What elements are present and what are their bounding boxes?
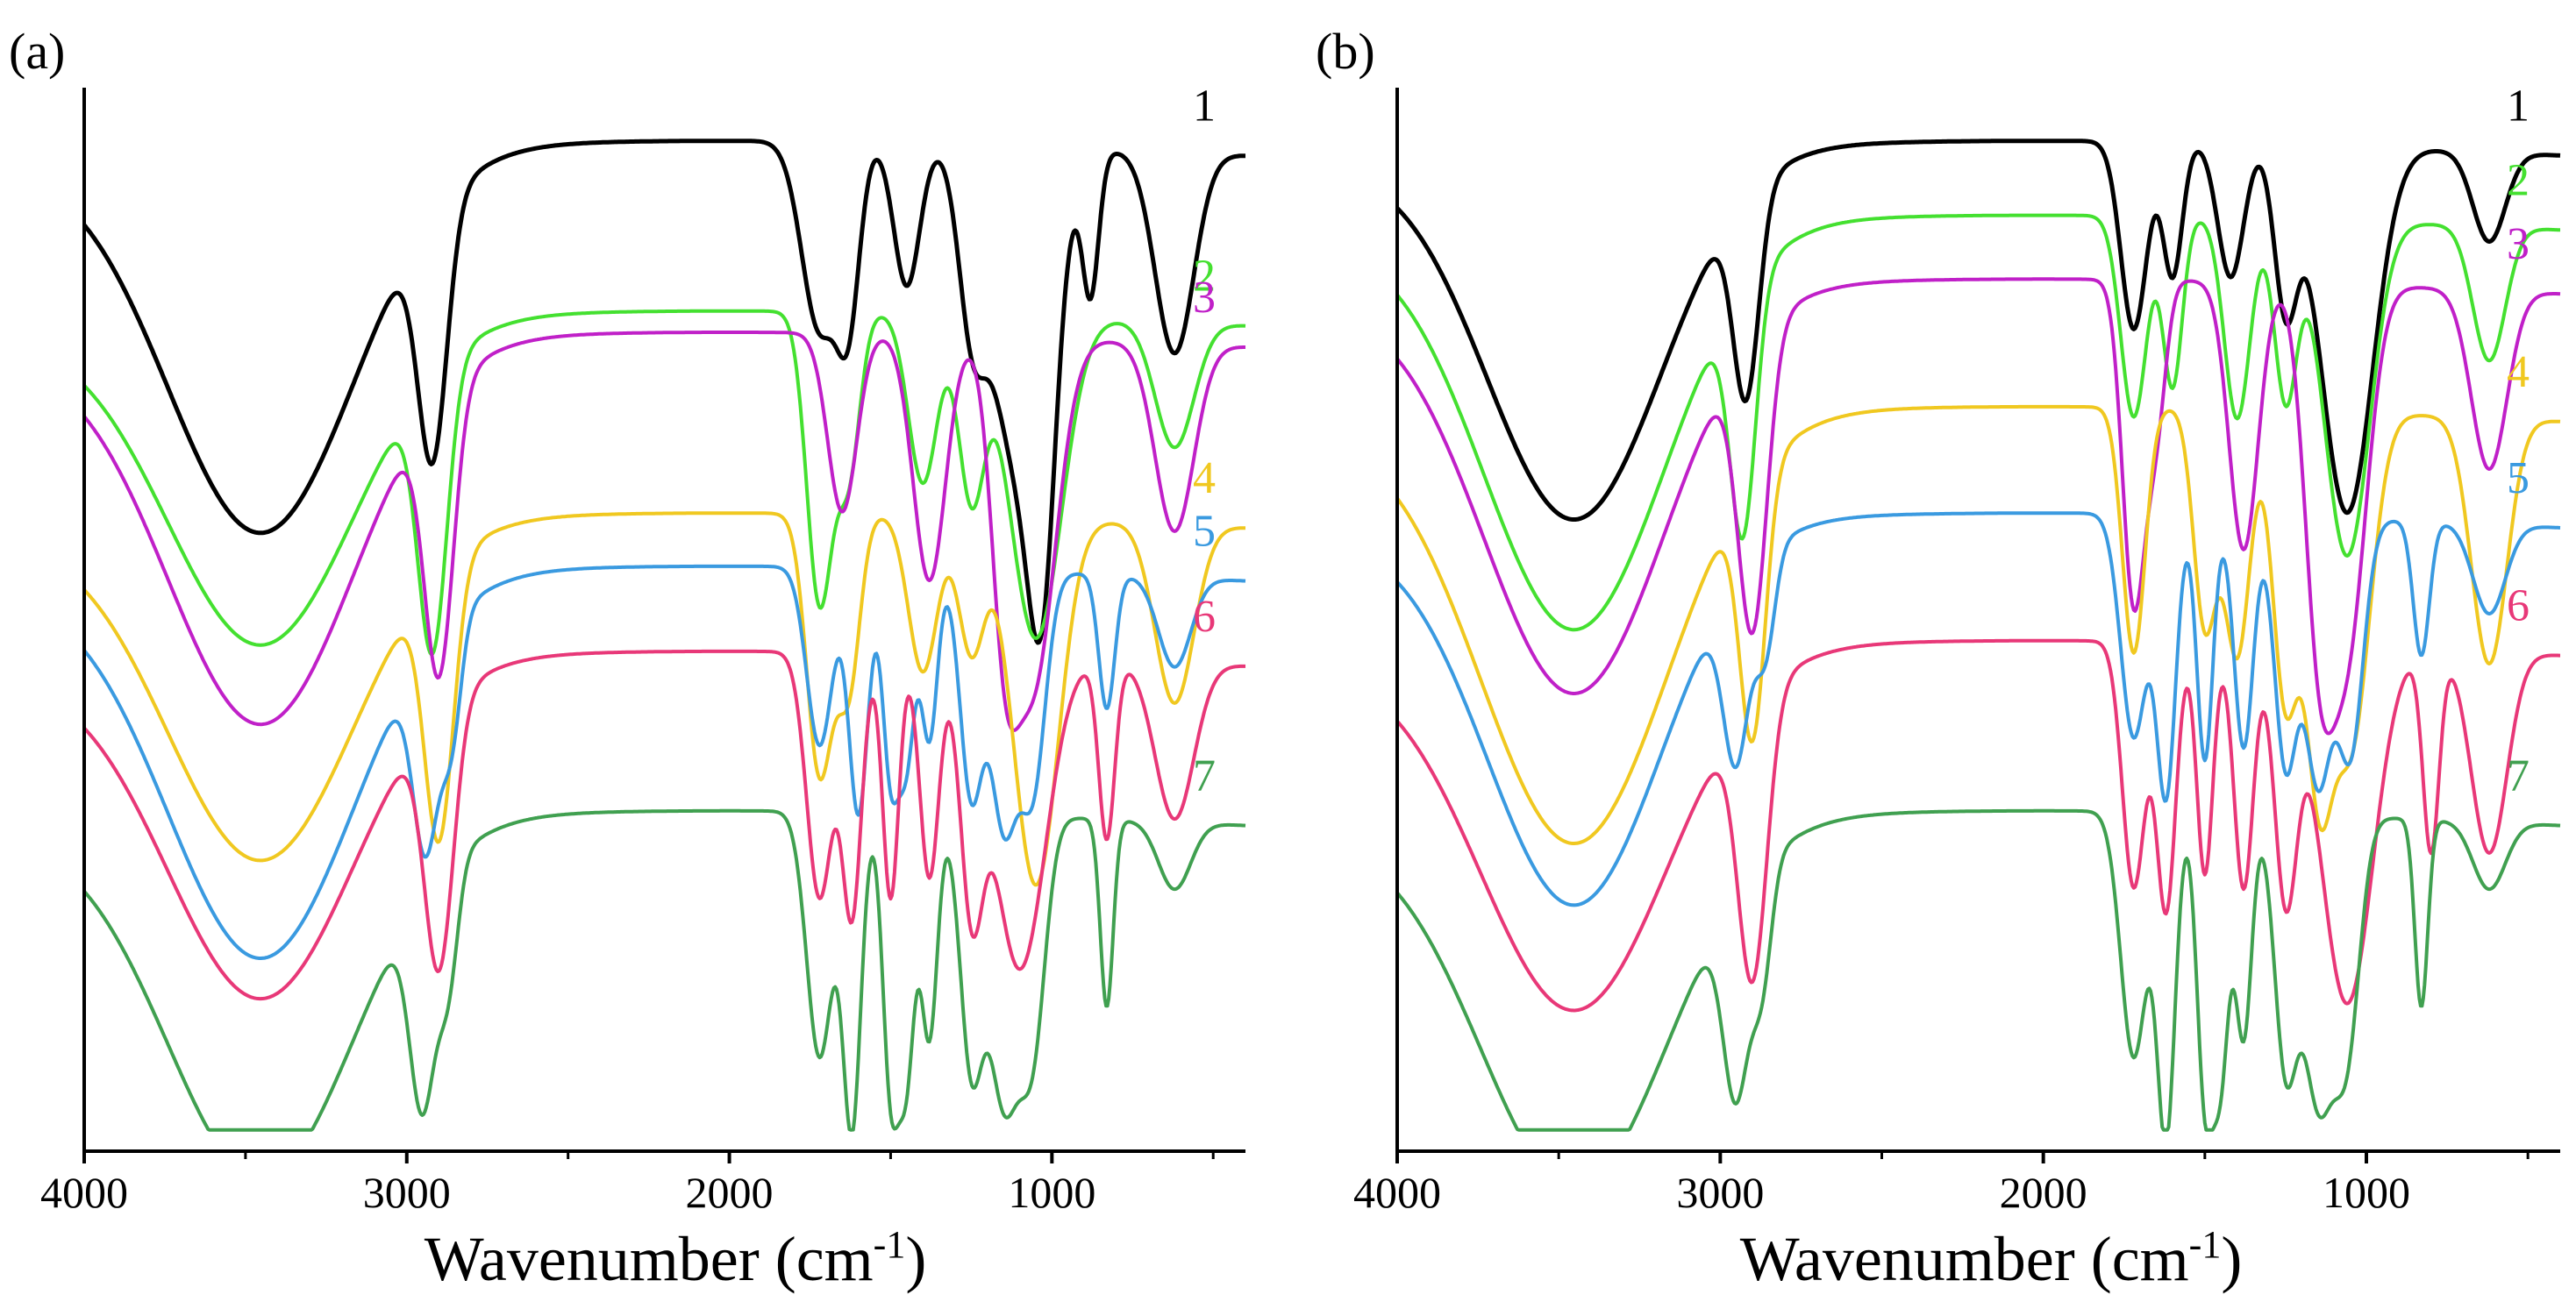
panel-a-series-label-3: 3 xyxy=(1193,273,1216,323)
panel-b-series-label-1: 1 xyxy=(2507,81,2530,131)
panel-a-spectrum-6 xyxy=(82,649,1246,1001)
panel-a-series-label-6: 6 xyxy=(1193,592,1216,642)
panel-b-trace-labels: 1 2 3 4 5 6 7 xyxy=(2507,81,2530,800)
panel-b-label: (b) xyxy=(1316,23,1375,80)
panel-a-spectrum-3 xyxy=(82,331,1246,732)
panel-a-x-tick-label-4000: 4000 xyxy=(40,1168,128,1217)
panel-a-x-ticks: 4000 3000 2000 1000 xyxy=(40,1151,1215,1217)
panel-b-x-ticks: 4000 3000 2000 1000 xyxy=(1353,1151,2530,1217)
panel-a-x-tick-label-2000: 2000 xyxy=(686,1168,774,1217)
panel-a-spectrum-7 xyxy=(82,808,1246,1132)
panel-b-x-tick-label-2000: 2000 xyxy=(2000,1168,2087,1217)
panel-b-series-label-5: 5 xyxy=(2507,453,2530,503)
panel-a-label: (a) xyxy=(9,23,65,80)
panel-b-series-label-6: 6 xyxy=(2507,581,2530,631)
panel-b-spectrum-4 xyxy=(1395,404,2561,845)
panel-a-x-tick-label-3000: 3000 xyxy=(363,1168,451,1217)
panel-b-spectrum-3 xyxy=(1395,277,2561,736)
panel-a-spectrum-1 xyxy=(82,139,1246,645)
panel-b-spectrum-1 xyxy=(1395,139,2561,522)
panel-a-series-label-2: 2 xyxy=(1193,252,1216,302)
panel-b-spectrum-7 xyxy=(1395,808,2561,1132)
panel-a-x-axis-title: Wavenumber (cm-1) xyxy=(425,1223,927,1294)
panel-a-spectrum-5 xyxy=(82,564,1246,960)
panel-a-traces xyxy=(82,139,1246,1132)
panel-b-series-label-3: 3 xyxy=(2507,219,2530,269)
panel-b-spectrum-2 xyxy=(1395,213,2561,632)
panel-b-traces xyxy=(1395,139,2561,1132)
panel-b: (b) 1 2 3 4 5 6 7 4000 3000 2000 1000 Wavenumber … xyxy=(1316,23,2561,1294)
panel-b-spectrum-6 xyxy=(1395,638,2561,1013)
panel-b-spectrum-5 xyxy=(1395,511,2561,907)
panel-b-x-tick-label-3000: 3000 xyxy=(1676,1168,1764,1217)
panel-a-x-tick-label-1000: 1000 xyxy=(1008,1168,1095,1217)
panel-a-series-label-7: 7 xyxy=(1193,751,1216,801)
panel-b-series-label-2: 2 xyxy=(2507,155,2530,205)
panel-a-series-label-4: 4 xyxy=(1193,453,1216,503)
panel-b-x-tick-label-4000: 4000 xyxy=(1353,1168,1441,1217)
panel-b-series-label-7: 7 xyxy=(2507,751,2530,801)
panel-b-series-label-4: 4 xyxy=(2507,347,2530,397)
panel-b-x-tick-label-1000: 1000 xyxy=(2323,1168,2410,1217)
panel-b-x-axis-title: Wavenumber (cm-1) xyxy=(1740,1223,2243,1294)
panel-a-series-label-1: 1 xyxy=(1193,82,1216,132)
panel-a-series-label-5: 5 xyxy=(1193,507,1216,557)
